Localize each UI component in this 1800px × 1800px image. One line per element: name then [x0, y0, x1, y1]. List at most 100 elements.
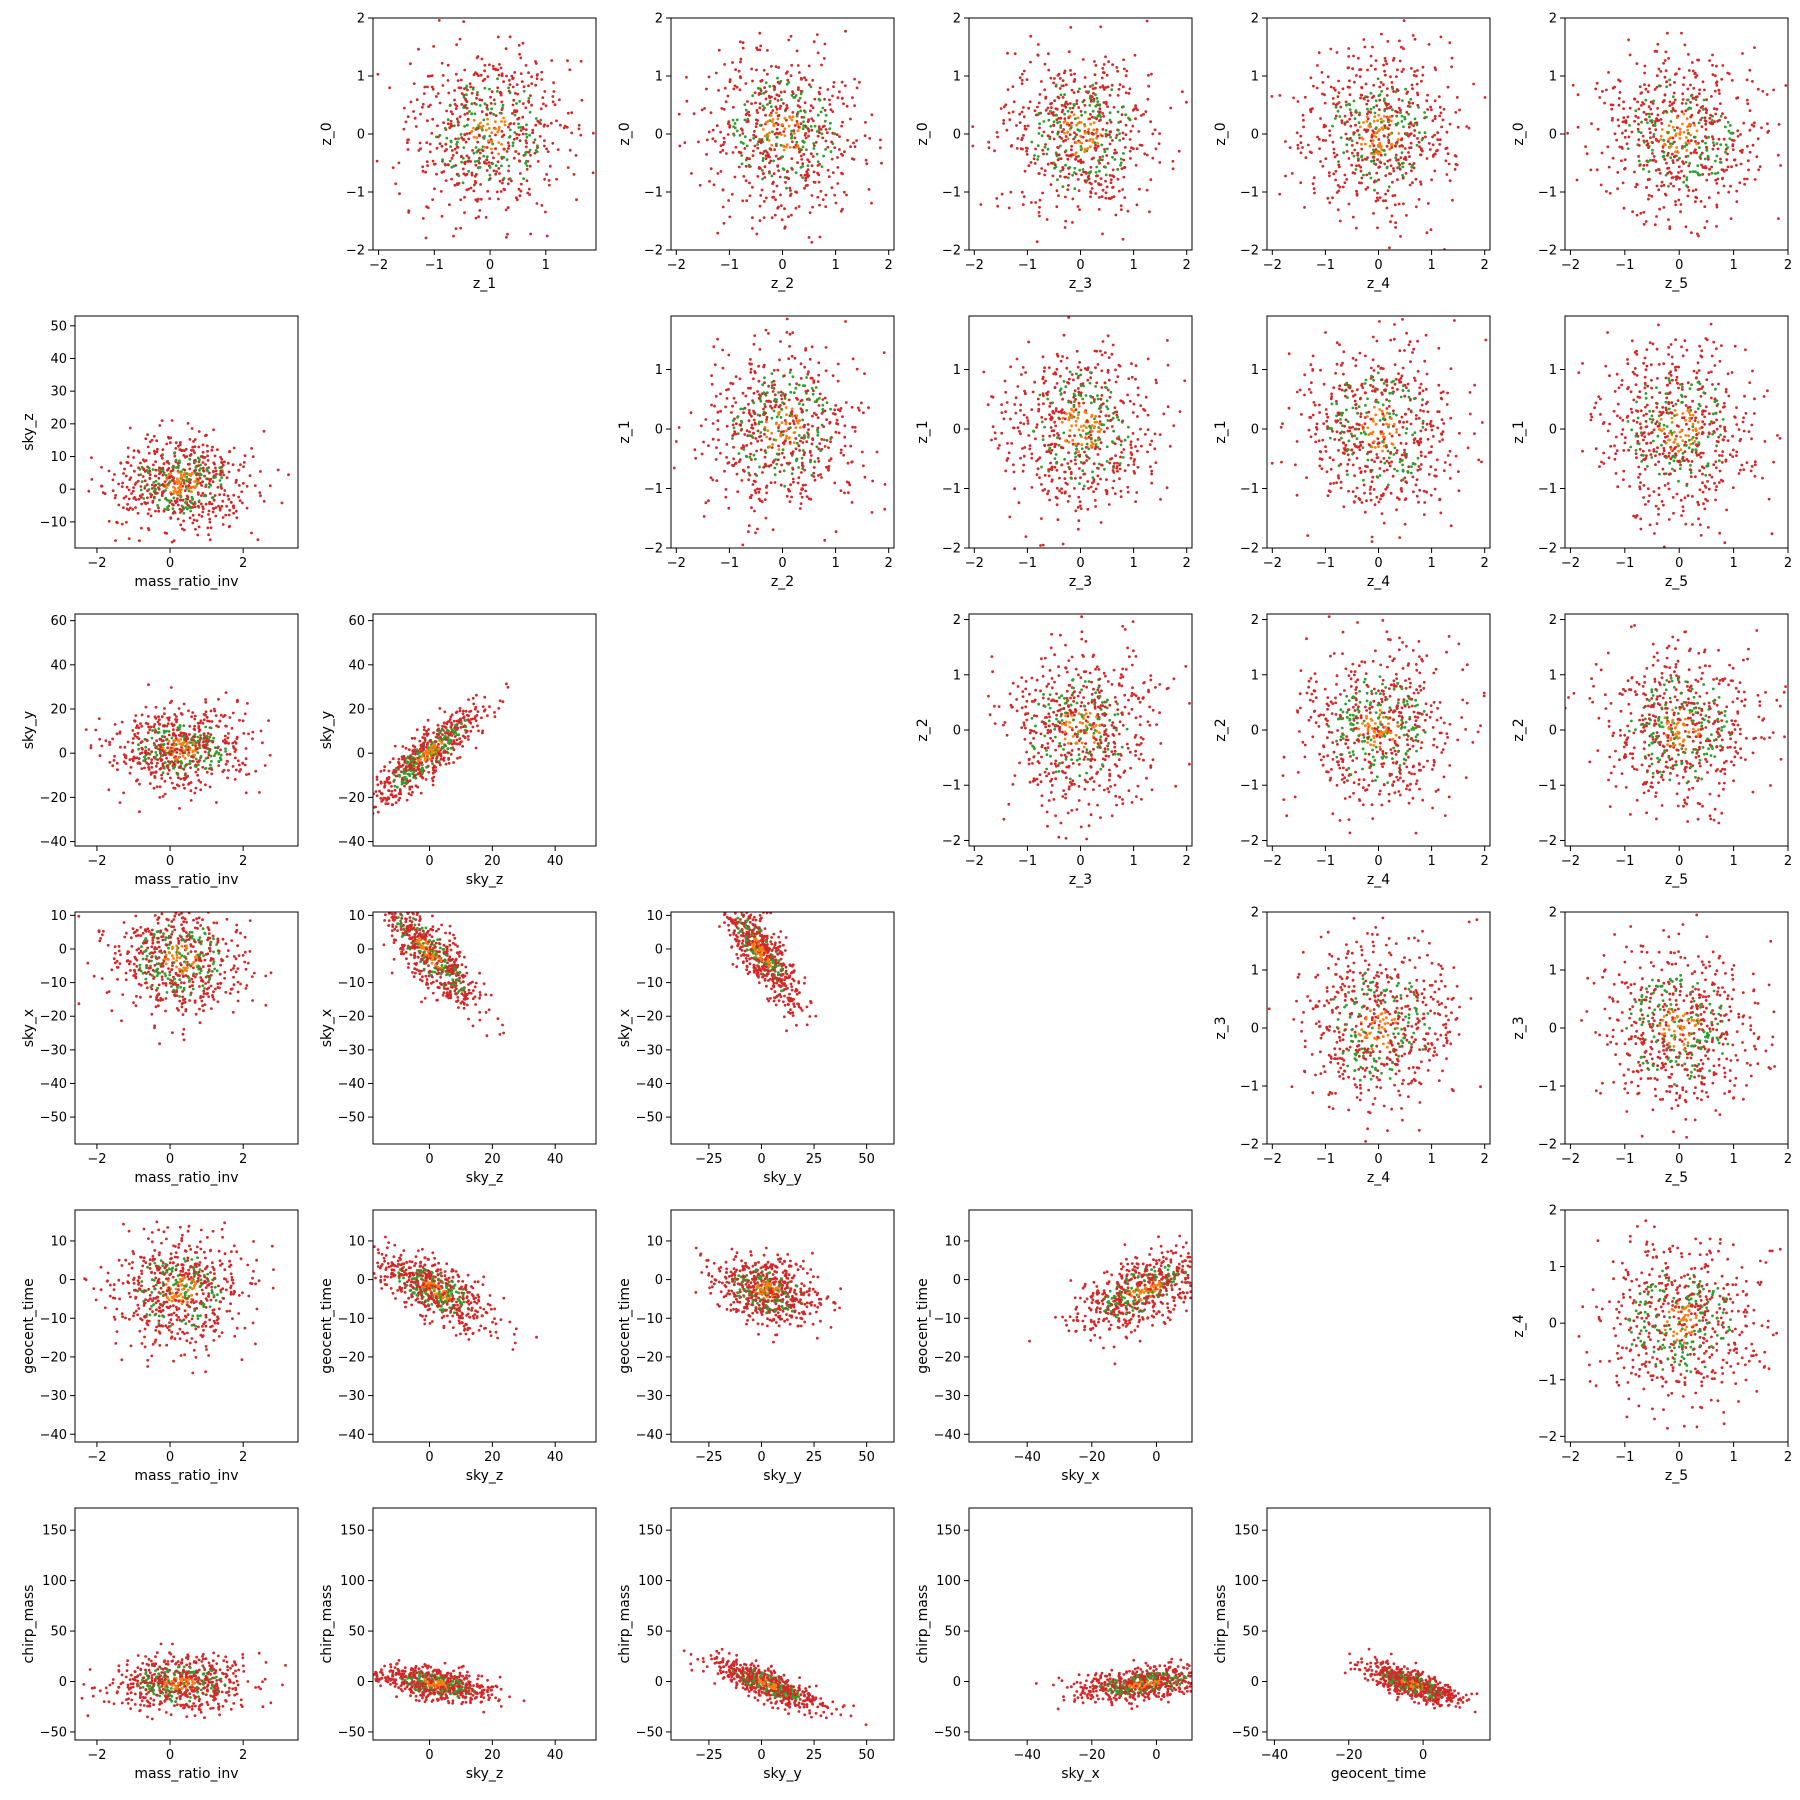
x-axis-label: z_2 [771, 276, 794, 292]
scatter-point [1130, 375, 1134, 379]
scatter-points [982, 316, 1187, 547]
scatter-point [133, 469, 136, 473]
scatter-point [1085, 459, 1089, 462]
scatter-point [1022, 134, 1025, 137]
scatter-point [1715, 182, 1719, 185]
scatter-point [191, 506, 195, 509]
scatter-point [1112, 429, 1115, 433]
scatter-point [1672, 184, 1675, 188]
scatter-point [783, 90, 786, 94]
scatter-point [1068, 133, 1072, 137]
scatter-point [811, 392, 815, 396]
scatter-point [1094, 148, 1098, 152]
scatter-point [287, 473, 290, 477]
scatter-point [1705, 98, 1708, 102]
scatter-point [1660, 180, 1664, 184]
scatter-point [201, 461, 205, 464]
scatter-point [1100, 143, 1104, 147]
scatter-point [1657, 168, 1661, 172]
scatter-point [804, 78, 808, 82]
scatter-point [1063, 104, 1066, 108]
scatter-point [740, 127, 743, 131]
scatter-point [1746, 159, 1750, 163]
scatter-point [1365, 120, 1369, 123]
scatter-point [743, 118, 747, 122]
scatter-point [1063, 117, 1067, 121]
scatter-point [855, 86, 859, 90]
scatter-point [805, 495, 809, 498]
scatter-point [1366, 186, 1370, 189]
scatter-point [1061, 416, 1065, 420]
scatter-point [160, 454, 163, 458]
scatter-point [1670, 102, 1674, 106]
scatter-point [1651, 141, 1654, 145]
scatter-points [677, 29, 883, 244]
scatter-point [1725, 168, 1728, 172]
scatter-point [1089, 195, 1092, 199]
scatter-point [219, 455, 223, 459]
scatter-point [993, 431, 997, 435]
scatter-point [797, 444, 801, 448]
scatter-point [449, 145, 452, 149]
scatter-point [714, 394, 718, 398]
scatter-point [466, 117, 470, 121]
scatter-point [846, 461, 850, 465]
scatter-point [1668, 227, 1672, 231]
scatter-point [462, 93, 466, 97]
scatter-point [806, 168, 810, 172]
scatter-point [1656, 42, 1660, 46]
scatter-point [1402, 157, 1406, 161]
scatter-point [245, 484, 249, 488]
scatter-point [1022, 106, 1025, 109]
scatter-point [499, 66, 503, 70]
scatter-point [1036, 467, 1040, 471]
scatter-point [470, 102, 474, 106]
scatter-point [709, 111, 713, 115]
scatter-point [1092, 132, 1095, 136]
scatter-point [1097, 462, 1101, 466]
scatter-point [731, 61, 734, 64]
scatter-point [844, 401, 848, 404]
scatter-point [1755, 155, 1759, 159]
scatter-point [1382, 63, 1385, 67]
scatter-point [1088, 139, 1091, 143]
scatter-point [1038, 393, 1042, 397]
scatter-point [152, 486, 156, 490]
scatter-point [1110, 196, 1114, 199]
scatter-point [213, 494, 217, 497]
scatter-point [1683, 43, 1687, 47]
scatter-point [773, 87, 776, 91]
scatter-point [775, 135, 779, 139]
scatter-point [719, 451, 722, 455]
scatter-point [751, 483, 755, 486]
scatter-point [197, 513, 201, 517]
scatter-point [746, 465, 750, 469]
scatter-point [494, 164, 498, 168]
scatter-point [770, 384, 774, 387]
scatter-point [448, 104, 452, 107]
scatter-point [1100, 394, 1104, 397]
scatter-point [1301, 113, 1305, 117]
scatter-point [1022, 413, 1026, 417]
scatter-point [1078, 87, 1081, 91]
scatter-point [1385, 94, 1389, 97]
scatter-point [1077, 495, 1081, 499]
scatter-point [424, 170, 427, 174]
scatter-point [208, 492, 212, 495]
scatter-point [1072, 137, 1075, 141]
scatter-point [1055, 113, 1058, 117]
scatter-point [1413, 134, 1416, 138]
scatter-point [795, 114, 799, 118]
scatter-point [785, 331, 789, 334]
scatter-point [791, 331, 795, 334]
scatter-point [1018, 121, 1022, 124]
scatter-point [1158, 161, 1162, 164]
scatter-point [1080, 443, 1084, 446]
scatter-point [766, 49, 769, 52]
scatter-point [152, 434, 156, 438]
scatter-point [1090, 95, 1094, 99]
scatter-point [1662, 61, 1665, 65]
scatter-point [1049, 461, 1052, 465]
scatter-point [800, 471, 803, 474]
scatter-point [1386, 135, 1390, 139]
